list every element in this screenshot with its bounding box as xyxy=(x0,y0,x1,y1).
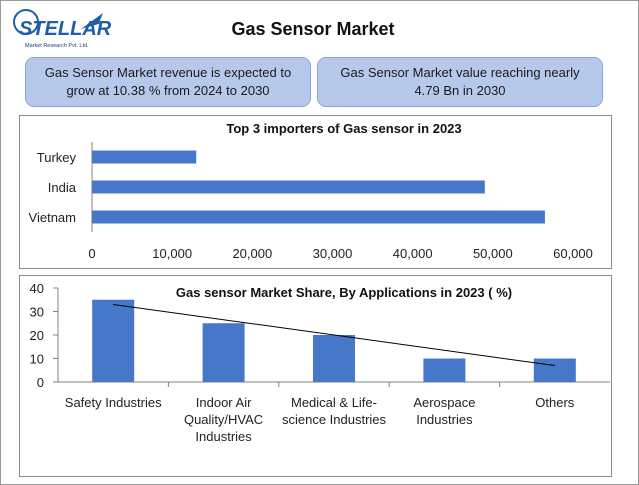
applications-chart-panel: Gas sensor Market Share, By Applications… xyxy=(19,275,612,477)
callout-market-value: Gas Sensor Market value reaching nearly … xyxy=(317,57,603,107)
category-label-turkey: Turkey xyxy=(37,150,77,165)
category-label: Others xyxy=(535,395,575,410)
applications-bar-chart: Gas sensor Market Share, By Applications… xyxy=(30,281,610,444)
x-tick-label: 10,000 xyxy=(152,246,192,261)
bar-vietnam xyxy=(92,210,545,224)
page-title: Gas Sensor Market xyxy=(231,19,395,39)
bar-aerospace-industries xyxy=(423,358,466,382)
category-label-line: Medical & Life- xyxy=(291,395,377,410)
x-tick-label: 0 xyxy=(88,246,95,261)
callout-growth-rate: Gas Sensor Market revenue is expected to… xyxy=(25,57,311,107)
category-label-line: Industries xyxy=(416,412,473,427)
stellar-logo: STELLAR Market Research Pvt. Ltd. xyxy=(13,9,112,49)
x-tick-label: 20,000 xyxy=(232,246,272,261)
category-label-line: Safety Industries xyxy=(65,395,162,410)
category-label-india: India xyxy=(48,180,77,195)
category-label-vietnam: Vietnam xyxy=(29,210,76,225)
logo-ring xyxy=(13,9,39,35)
category-label-line: Quality/HVAC xyxy=(184,412,263,427)
category-label-line: Industries xyxy=(195,429,252,444)
chart-title: Top 3 importers of Gas sensor in 2023 xyxy=(226,121,461,136)
y-tick-label: 0 xyxy=(37,375,44,390)
category-label-line: Aerospace xyxy=(413,395,475,410)
bar-others xyxy=(533,358,576,382)
bar-safety-industries xyxy=(92,299,135,382)
logo-tagline: Market Research Pvt. Ltd. xyxy=(25,43,89,49)
x-tick-label: 60,000 xyxy=(553,246,593,261)
category-label: Indoor Air Quality/HVAC Industries xyxy=(184,395,263,444)
x-tick-label: 40,000 xyxy=(393,246,433,261)
x-tick-label: 50,000 xyxy=(473,246,513,261)
bar-indoor-air-quality-hvac-industries xyxy=(202,323,245,382)
x-tick-label: 30,000 xyxy=(313,246,353,261)
trendline xyxy=(113,303,555,367)
logo-wordmark: STELLAR xyxy=(19,18,112,40)
category-label: Safety Industries xyxy=(65,395,162,410)
y-tick-label: 10 xyxy=(30,352,44,367)
y-tick-label: 20 xyxy=(30,328,44,343)
importers-bar-chart: Top 3 importers of Gas sensor in 2023 Tur… xyxy=(29,121,593,261)
bar-medical-life-science-industries xyxy=(313,335,355,382)
bar-turkey xyxy=(92,150,197,164)
category-label: Medical & Life-science Industries xyxy=(282,395,387,427)
chart-title: Gas sensor Market Share, By Applications… xyxy=(176,285,512,300)
category-label: Aerospace Industries xyxy=(413,395,475,427)
y-tick-label: 30 xyxy=(30,305,44,320)
y-tick-label: 40 xyxy=(30,281,44,296)
logo-arrow-icon xyxy=(81,13,109,29)
category-label-line: science Industries xyxy=(282,412,387,427)
category-label-line: Indoor Air xyxy=(196,395,252,410)
bar-india xyxy=(92,180,485,194)
category-label-line: Others xyxy=(535,395,575,410)
importers-chart-panel: Top 3 importers of Gas sensor in 2023 Tur… xyxy=(19,115,612,269)
